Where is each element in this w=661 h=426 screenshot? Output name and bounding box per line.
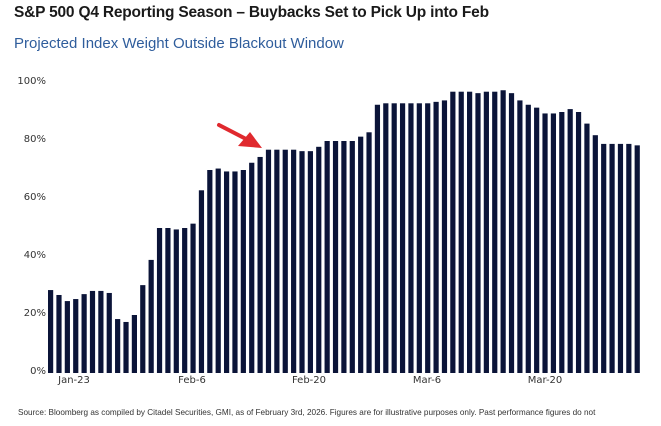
bar <box>416 103 422 374</box>
bar <box>123 321 129 373</box>
x-tick-feb-20: Feb-20 <box>291 375 327 386</box>
bar <box>148 259 154 373</box>
bar <box>173 229 179 373</box>
bar <box>316 146 322 373</box>
chart-title: S&P 500 Q4 Reporting Season – Buybacks S… <box>14 4 489 21</box>
bar <box>257 156 263 373</box>
bar <box>140 285 146 373</box>
bar <box>592 135 598 373</box>
bar <box>131 315 137 373</box>
bar <box>81 294 87 373</box>
x-tick-feb-6: Feb-6 <box>178 375 206 386</box>
bar <box>374 104 381 373</box>
bar <box>408 103 414 374</box>
bar <box>500 90 506 373</box>
bar <box>56 294 62 373</box>
bar <box>383 103 389 374</box>
bar <box>441 100 448 374</box>
bar <box>48 290 54 373</box>
bar <box>508 93 515 374</box>
bar <box>249 162 255 373</box>
red-arrow-annotation <box>217 123 262 148</box>
bar <box>425 103 431 374</box>
bar <box>609 143 615 373</box>
bar <box>492 91 498 373</box>
bar <box>450 91 456 373</box>
bar <box>525 104 531 373</box>
bar <box>232 171 238 373</box>
bar <box>550 113 557 373</box>
bar <box>634 145 640 373</box>
bar <box>475 93 481 374</box>
y-tick-60: 60% <box>23 192 46 203</box>
y-tick-0: 0% <box>30 366 46 377</box>
x-tick-mar-6: Mar-6 <box>412 375 442 386</box>
x-tick-mar-20: Mar-20 <box>527 375 563 386</box>
bar <box>534 107 540 374</box>
bar <box>542 113 548 373</box>
bar <box>165 228 171 373</box>
bar <box>106 292 112 373</box>
bar <box>391 103 397 374</box>
bar <box>575 112 582 373</box>
y-tick-100: 100% <box>17 76 46 87</box>
bar <box>299 151 305 373</box>
bar-series <box>48 90 640 374</box>
bar <box>73 299 79 373</box>
bar <box>517 100 523 374</box>
bar <box>190 223 196 373</box>
bar <box>358 136 364 373</box>
bar <box>215 168 221 373</box>
bar <box>282 149 288 373</box>
bar <box>240 170 246 373</box>
bar <box>207 170 213 373</box>
bar <box>307 151 313 373</box>
bar <box>89 290 96 373</box>
bar <box>458 91 464 373</box>
bar <box>115 319 121 373</box>
y-tick-40: 40% <box>23 250 46 261</box>
bar <box>433 101 439 373</box>
chart-subtitle: Projected Index Weight Outside Blackout … <box>14 35 344 52</box>
bar <box>483 91 489 373</box>
bar <box>601 143 607 373</box>
bar <box>156 228 163 373</box>
source-footnote: Source: Bloomberg as compiled by Citadel… <box>18 408 596 417</box>
bar <box>198 190 205 373</box>
bar <box>291 149 297 373</box>
bar <box>324 141 330 373</box>
bar <box>366 132 372 373</box>
bar <box>64 301 70 373</box>
bar <box>626 143 632 373</box>
bar <box>617 143 624 373</box>
bar <box>467 91 473 373</box>
bar <box>349 141 355 373</box>
bar <box>274 149 280 373</box>
bar <box>223 171 230 373</box>
bar <box>265 149 272 373</box>
bar <box>559 112 565 373</box>
y-tick-80: 80% <box>23 134 46 145</box>
bar <box>584 123 590 373</box>
bar <box>98 290 104 373</box>
bar <box>182 228 188 373</box>
bar <box>399 103 406 374</box>
bar <box>332 141 339 373</box>
bar <box>567 109 573 373</box>
y-tick-20: 20% <box>23 308 46 319</box>
bar <box>341 141 347 373</box>
x-tick-jan-23: Jan-23 <box>58 375 90 386</box>
